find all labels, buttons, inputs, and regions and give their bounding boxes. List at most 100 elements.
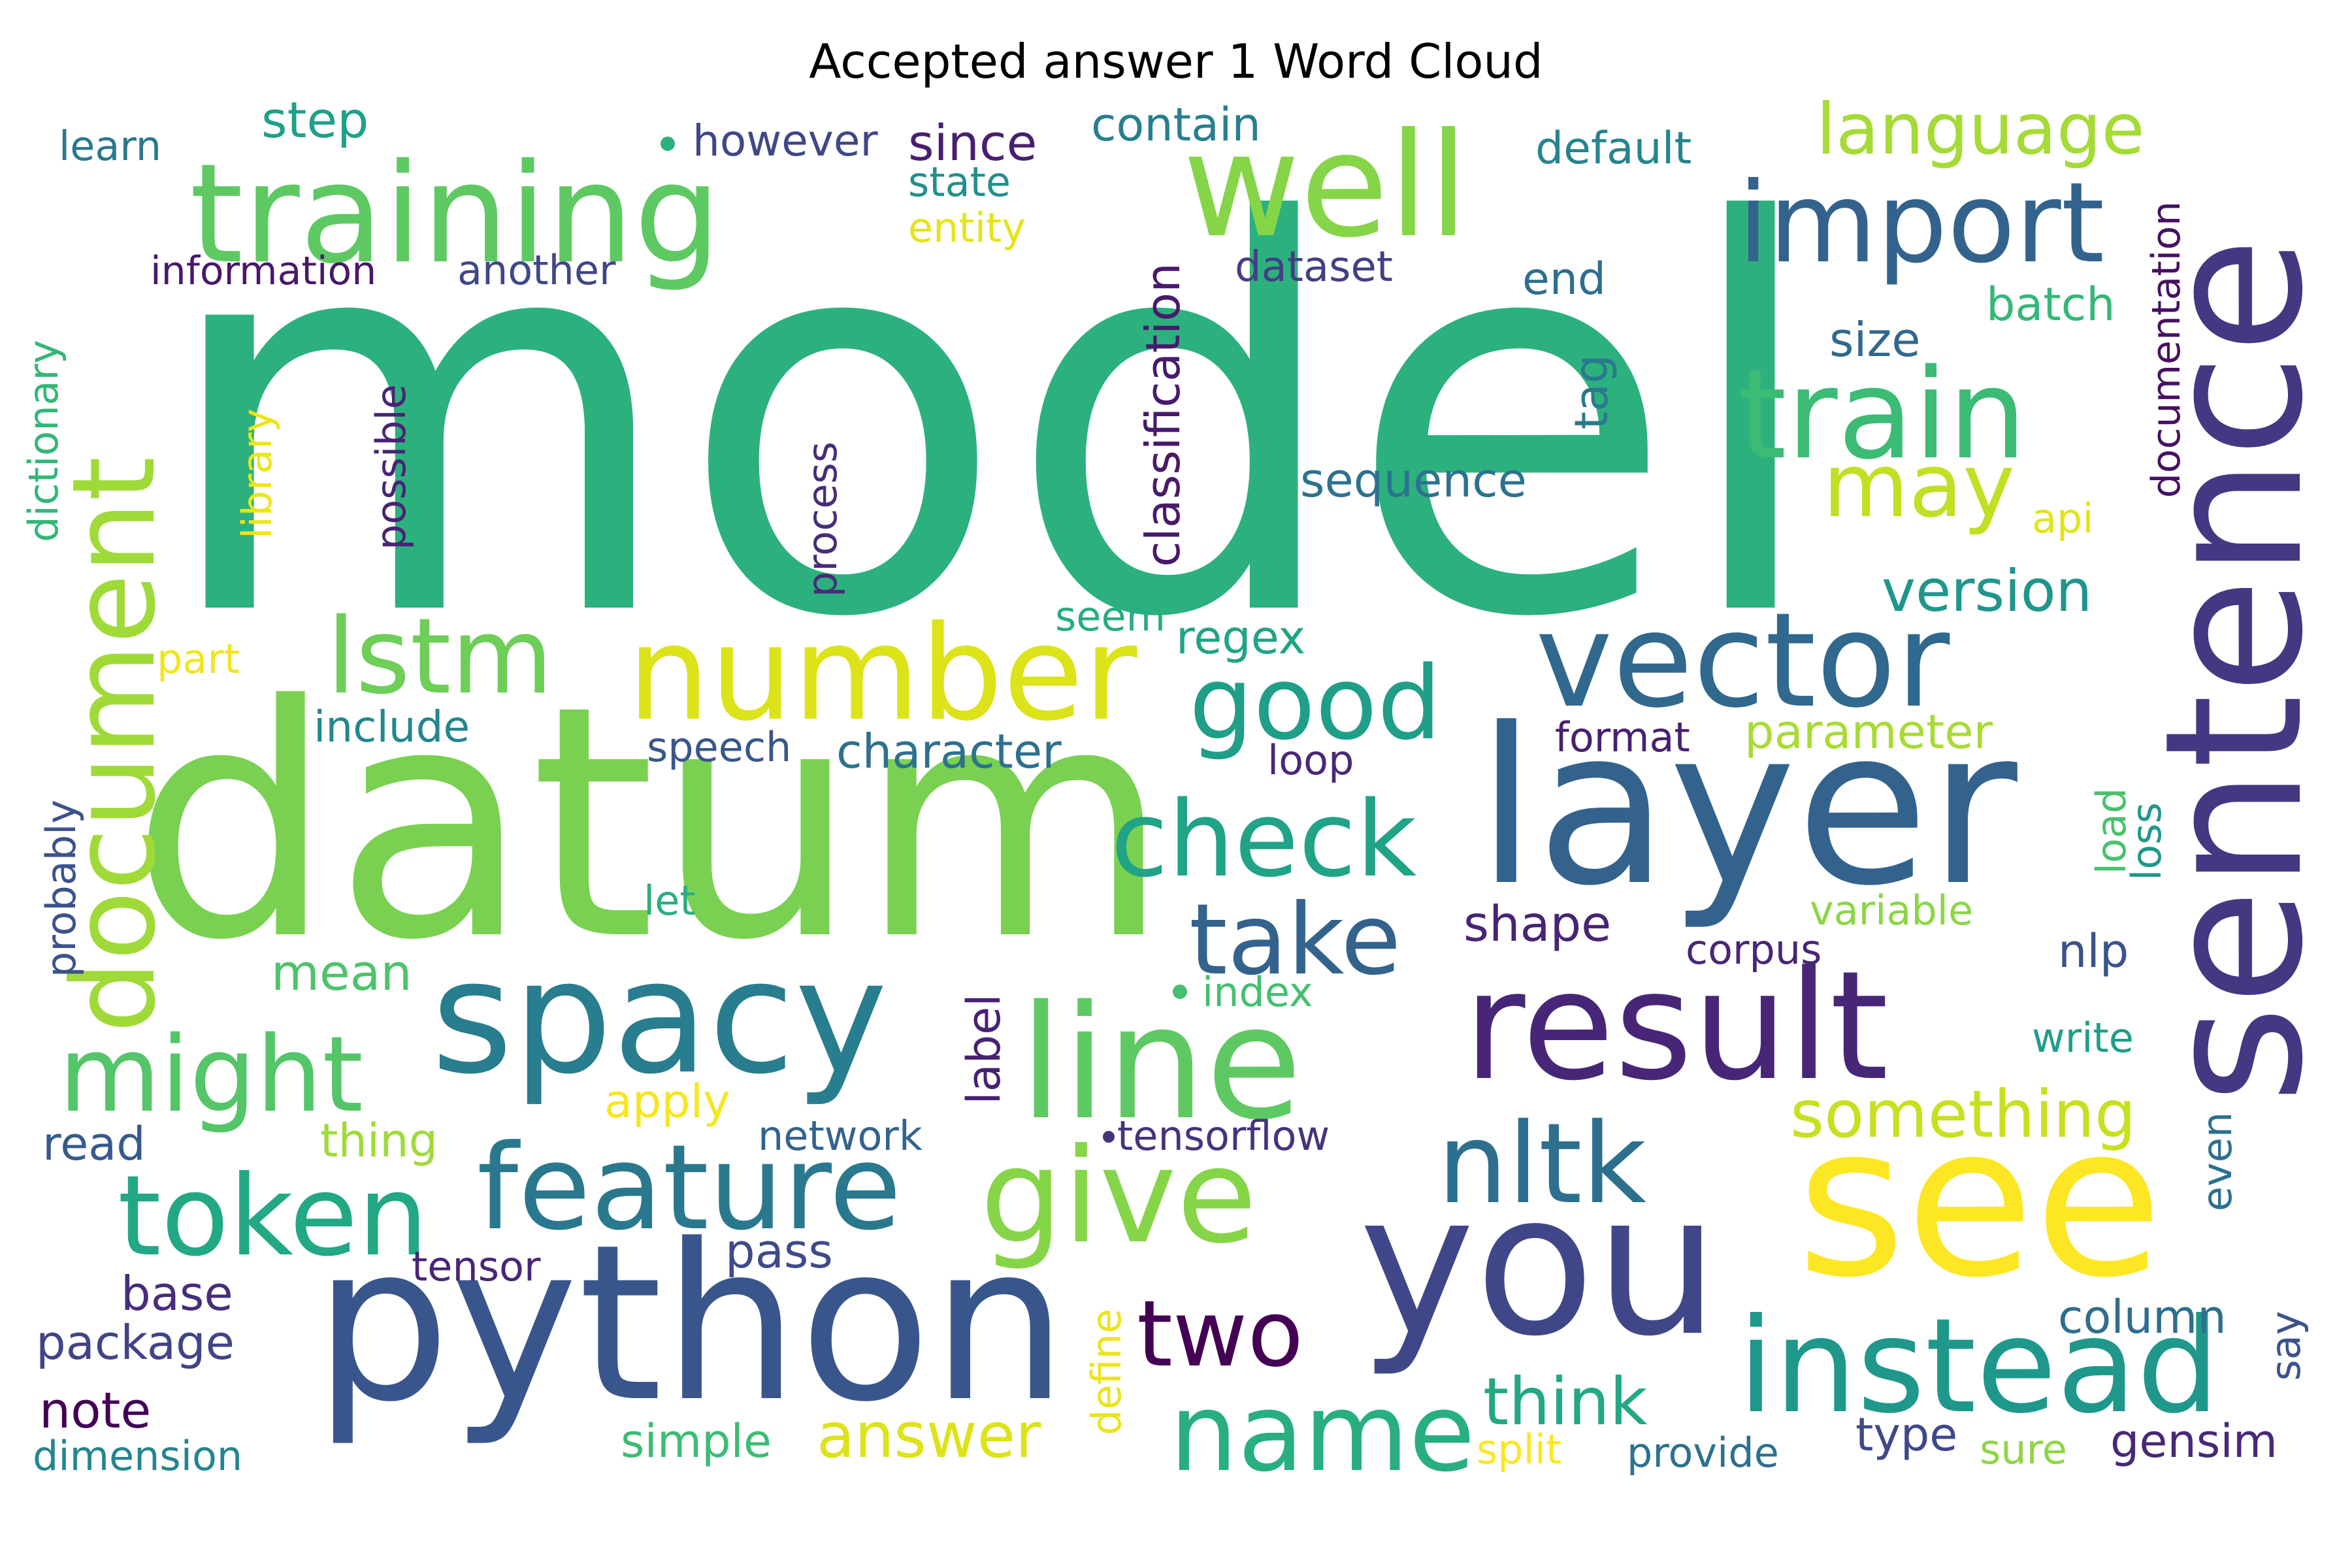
- word-document: document: [48, 457, 181, 1034]
- word-loop: loop: [1267, 736, 1354, 784]
- word-classification: classification: [1135, 263, 1190, 567]
- word-you: you: [1359, 1151, 1719, 1379]
- word-might: might: [59, 1013, 363, 1135]
- dot-mark: [1103, 1131, 1115, 1143]
- word-another: another: [457, 246, 616, 294]
- word-api: api: [2032, 495, 2094, 542]
- word-nltk: nltk: [1437, 1100, 1646, 1229]
- word-two: two: [1137, 1281, 1303, 1388]
- word-network: network: [758, 1112, 923, 1160]
- word-import: import: [1738, 159, 2104, 288]
- word-size: size: [1829, 312, 1921, 367]
- word-information: information: [150, 248, 376, 294]
- word-dataset: dataset: [1235, 243, 1393, 291]
- dot-mark: [661, 137, 675, 151]
- word-index: index: [1202, 968, 1313, 1016]
- word-documentation: documentation: [2144, 201, 2189, 498]
- word-well: well: [1183, 102, 1469, 269]
- word-default: default: [1535, 123, 1691, 174]
- word-part: part: [157, 635, 240, 683]
- word-apply: apply: [604, 1075, 730, 1128]
- word-character: character: [836, 724, 1062, 779]
- word-thing: thing: [320, 1114, 438, 1168]
- word-take: take: [1189, 883, 1401, 997]
- word-dimension: dimension: [33, 1432, 242, 1480]
- word-process: process: [798, 442, 846, 597]
- word-tag: tag: [1565, 355, 1618, 430]
- word-include: include: [314, 702, 470, 752]
- word-step: step: [261, 91, 368, 149]
- word-say: say: [2262, 1311, 2310, 1381]
- word-result: result: [1463, 939, 1889, 1114]
- chart-title: Accepted answer 1 Word Cloud: [809, 34, 1543, 89]
- word-parameter: parameter: [1744, 704, 1993, 759]
- word-base: base: [121, 1266, 233, 1321]
- word-load: load: [2087, 788, 2135, 875]
- word-lstm: lstm: [327, 595, 553, 717]
- word-good: good: [1189, 644, 1441, 762]
- word-note: note: [39, 1381, 151, 1439]
- word-format: format: [1555, 713, 1690, 761]
- word-type: type: [1855, 1408, 1957, 1462]
- word-feature: feature: [477, 1120, 902, 1256]
- word-column: column: [2058, 1290, 2227, 1344]
- word-vector: vector: [1535, 585, 1950, 737]
- word-python: python: [314, 1198, 1068, 1449]
- word-sentence: sentence: [2125, 237, 2345, 1104]
- word-something: something: [1790, 1076, 2136, 1152]
- word-loss: loss: [2123, 802, 2170, 881]
- word-shape: shape: [1463, 895, 1611, 953]
- word-seem: seem: [1055, 593, 1166, 640]
- word-contain: contain: [1091, 98, 1261, 152]
- word-train: train: [1738, 342, 2027, 487]
- word-datum: datum: [131, 637, 1170, 1010]
- word-may: may: [1823, 434, 2015, 537]
- word-batch: batch: [1986, 278, 2115, 331]
- word-learn: learn: [59, 122, 161, 170]
- word-variable: variable: [1810, 887, 1973, 934]
- word-answer: answer: [817, 1400, 1041, 1472]
- word-see: see: [1797, 1081, 2163, 1324]
- word-layer: layer: [1477, 682, 2019, 933]
- word-however: however: [693, 116, 878, 166]
- word-entity: entity: [908, 204, 1026, 252]
- word-mean: mean: [271, 943, 412, 1002]
- word-line: line: [1019, 972, 1302, 1154]
- word-training: training: [189, 134, 721, 294]
- word-tensor: tensor: [412, 1243, 541, 1290]
- word-possible: possible: [367, 384, 415, 550]
- word-nlp: nlp: [2058, 924, 2129, 978]
- word-check: check: [1111, 778, 1417, 900]
- word-write: write: [2032, 1014, 2134, 1062]
- word-name: name: [1169, 1370, 1475, 1495]
- word-let: let: [644, 877, 696, 924]
- word-sequence: sequence: [1300, 453, 1527, 508]
- word-simple: simple: [621, 1414, 772, 1468]
- dot-mark: [1173, 985, 1187, 999]
- word-even: even: [2193, 1112, 2241, 1211]
- word-dictionary: dictionary: [20, 340, 67, 542]
- word-spacy: spacy: [431, 926, 887, 1109]
- word-language: language: [1816, 89, 2145, 171]
- word-think: think: [1483, 1364, 1648, 1440]
- word-label: label: [957, 994, 1011, 1104]
- word-split: split: [1477, 1426, 1561, 1473]
- word-since: since: [908, 114, 1037, 172]
- word-gensim: gensim: [2110, 1414, 2278, 1468]
- word-instead: instead: [1738, 1290, 2220, 1443]
- word-pass: pass: [725, 1224, 833, 1279]
- word-corpus: corpus: [1686, 926, 1821, 973]
- word-state: state: [908, 158, 1011, 206]
- word-sure: sure: [1980, 1426, 2067, 1473]
- word-tensorflow: tensorflow: [1117, 1112, 1330, 1160]
- word-probably: probably: [37, 800, 85, 977]
- word-give: give: [980, 1120, 1257, 1273]
- word-package: package: [36, 1315, 235, 1370]
- word-token: token: [118, 1152, 428, 1281]
- word-end: end: [1522, 253, 1606, 305]
- word-version: version: [1882, 557, 2092, 625]
- word-model: model: [157, 111, 1825, 734]
- word-regex: regex: [1176, 611, 1305, 664]
- word-number: number: [627, 598, 1137, 750]
